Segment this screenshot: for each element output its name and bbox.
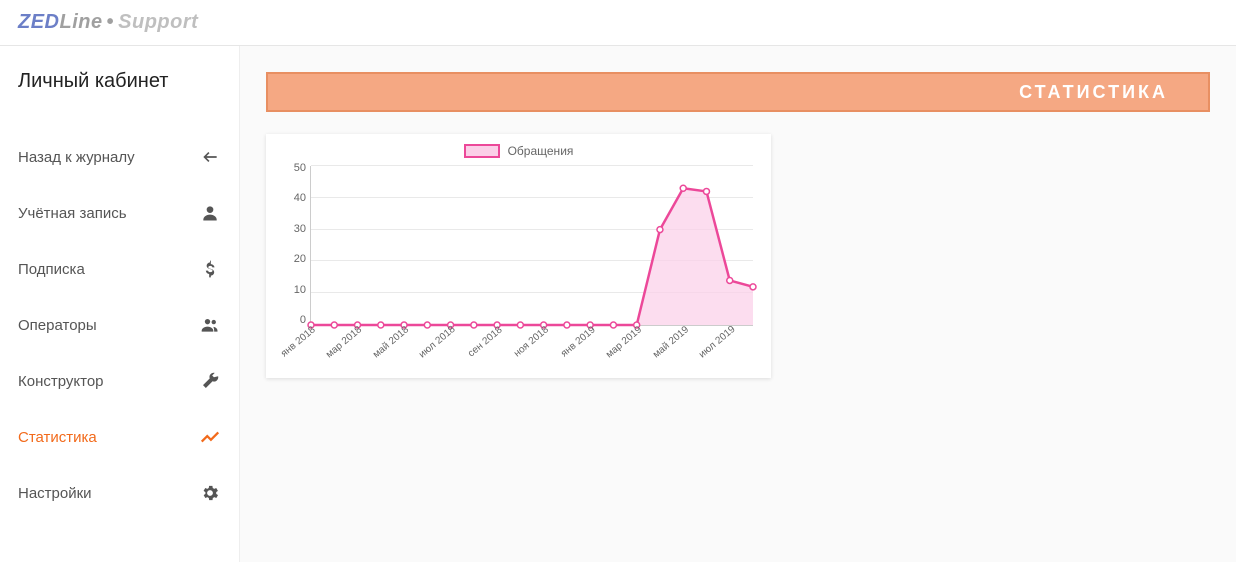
sidebar-item-5[interactable]: Статистика: [18, 409, 221, 465]
sidebar-item-0[interactable]: Назад к журналу: [18, 129, 221, 185]
sidebar-item-label: Статистика: [18, 429, 97, 446]
main: Личный кабинет Назад к журналу Учётная за…: [0, 46, 1236, 562]
x-tick-label: май 2018: [371, 324, 411, 360]
x-tick-label: янв 2019: [559, 324, 598, 359]
chart-plot: [310, 166, 753, 326]
x-tick-label: сен 2018: [466, 324, 505, 359]
x-tick-label: июл 2019: [697, 324, 738, 361]
y-tick-label: 0: [300, 314, 306, 326]
y-tick-label: 30: [294, 223, 306, 235]
chart-legend[interactable]: Обращения: [278, 144, 759, 158]
sidebar: Личный кабинет Назад к журналу Учётная за…: [0, 46, 240, 562]
y-tick-label: 40: [294, 192, 306, 204]
sidebar-item-label: Назад к журналу: [18, 149, 135, 166]
logo-dot: •: [103, 11, 119, 33]
legend-swatch: [464, 144, 500, 158]
y-axis-labels: 50 40 30 20 10 0: [278, 162, 306, 326]
account-icon: [199, 202, 221, 224]
x-tick-label: июл 2018: [417, 324, 458, 361]
chart-area: 50403020100 янв 2018мар 2018май 2018июл …: [278, 162, 759, 362]
content: СТАТИСТИКА Обращения 50 40 30 20 10 0 янв 201…: [240, 46, 1236, 562]
sidebar-item-label: Конструктор: [18, 373, 104, 390]
chart-card: Обращения 50403020100 янв 2018мар 2018ма…: [266, 134, 771, 378]
sidebar-item-1[interactable]: Учётная запись: [18, 185, 221, 241]
chart-series: [311, 166, 753, 325]
x-axis-labels: янв 2018мар 2018май 2018июл 2018сен 2018…: [310, 328, 753, 362]
x-tick-label: ноя 2018: [512, 324, 551, 359]
logo: ZEDLine•Support: [18, 11, 198, 34]
sidebar-item-label: Настройки: [18, 485, 92, 502]
x-tick-label: янв 2018: [279, 324, 318, 359]
logo-zed: ZED: [18, 11, 60, 33]
gear-icon: [199, 482, 221, 504]
wrench-icon: [199, 370, 221, 392]
sidebar-title: Личный кабинет: [18, 70, 221, 93]
trend-icon: [199, 426, 221, 448]
sidebar-item-6[interactable]: Настройки: [18, 465, 221, 521]
y-tick-label: 50: [294, 162, 306, 174]
back-arrow-icon: [199, 146, 221, 168]
y-tick-label: 10: [294, 284, 306, 296]
sidebar-item-label: Подписка: [18, 261, 85, 278]
page-header-text: СТАТИСТИКА: [1019, 82, 1168, 103]
topbar: ZEDLine•Support: [0, 0, 1236, 46]
x-tick-label: мар 2018: [324, 324, 364, 360]
sidebar-item-3[interactable]: Операторы: [18, 297, 221, 353]
logo-line: Line: [60, 11, 103, 33]
sidebar-item-2[interactable]: Подписка: [18, 241, 221, 297]
dollar-icon: [199, 258, 221, 280]
page-header: СТАТИСТИКА: [266, 72, 1210, 112]
sidebar-item-label: Учётная запись: [18, 205, 127, 222]
y-tick-label: 20: [294, 253, 306, 265]
sidebar-item-label: Операторы: [18, 317, 97, 334]
sidebar-item-4[interactable]: Конструктор: [18, 353, 221, 409]
x-tick-label: май 2019: [651, 324, 691, 360]
x-tick-label: мар 2019: [604, 324, 644, 360]
people-icon: [199, 314, 221, 336]
logo-support: Support: [118, 11, 198, 33]
legend-label: Обращения: [508, 144, 574, 158]
